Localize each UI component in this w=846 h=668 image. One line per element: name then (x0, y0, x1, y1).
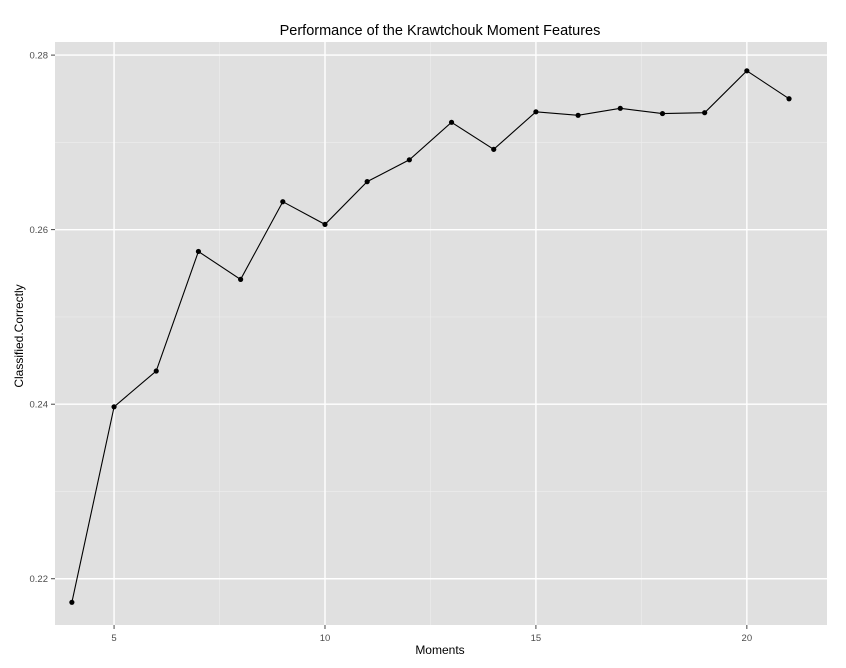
major-gridlines (55, 42, 827, 625)
y-tick-label: 0.22 (30, 574, 49, 585)
data-point (491, 146, 497, 152)
data-point (153, 368, 159, 374)
data-points (69, 68, 792, 605)
x-tick-label: 5 (111, 633, 116, 644)
axis-ticks (51, 54, 748, 629)
data-point (786, 96, 792, 102)
data-point (406, 157, 412, 163)
plot-panel (55, 42, 827, 625)
data-point (322, 221, 328, 228)
series-line (71, 70, 790, 603)
data-point (533, 109, 539, 115)
tick-labels: 5 10 15 20 0.22 0.24 0.26 0.28 (30, 51, 753, 644)
data-point (111, 404, 117, 410)
data-point (280, 199, 286, 205)
x-tick-label: 10 (320, 633, 331, 644)
y-tick-label: 0.28 (30, 51, 49, 62)
chart-title: Performance of the Krawtchouk Moment Fea… (280, 23, 601, 39)
y-tick-label: 0.26 (30, 225, 49, 236)
data-point (659, 110, 666, 117)
y-axis-title: Classified.Correctly (12, 284, 26, 387)
minor-gridlines (55, 42, 827, 625)
data-point (448, 119, 455, 125)
data-point (575, 112, 581, 118)
data-point (364, 179, 370, 185)
data-point (69, 599, 75, 605)
x-tick-label: 20 (742, 633, 753, 644)
data-point (195, 248, 202, 255)
x-tick-label: 15 (531, 633, 542, 644)
y-tick-label: 0.24 (30, 400, 49, 411)
data-point (702, 110, 708, 116)
data-point (744, 68, 750, 74)
data-point (617, 105, 623, 111)
data-point (238, 276, 244, 282)
x-axis-title: Moments (415, 643, 464, 657)
